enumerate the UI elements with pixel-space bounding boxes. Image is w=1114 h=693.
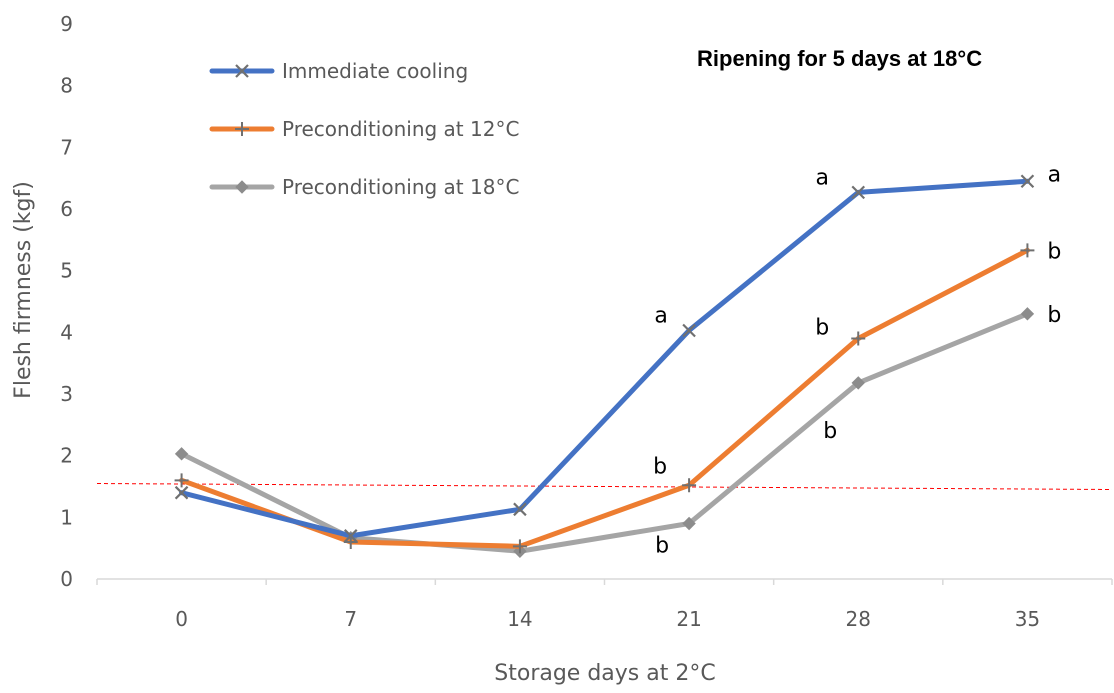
significance-letter: a [816, 165, 829, 190]
legend-item-3: Preconditioning at 18°C [209, 175, 519, 199]
series-marker-x [851, 185, 866, 200]
series-marker-x [682, 323, 696, 338]
legend-label: Preconditioning at 12°C [282, 117, 519, 141]
series-marker-plus [682, 478, 697, 493]
legend-label: Preconditioning at 18°C [282, 175, 519, 199]
legend-label: Immediate cooling [282, 59, 468, 83]
y-axis-title: Flesh firmness (kgf) [11, 181, 36, 399]
series-marker-diamond [235, 180, 249, 194]
series-line [179, 178, 1030, 539]
y-tick-label: 6 [60, 197, 73, 221]
series-layer [174, 174, 1035, 558]
series-marker-diamond [1020, 307, 1035, 321]
series-line [179, 247, 1030, 549]
series-marker-diamond [174, 447, 189, 461]
y-tick-label: 4 [60, 320, 73, 344]
significance-letter: b [1047, 239, 1061, 264]
reference-line [96, 483, 1113, 490]
significance-labels: a a a b b b b b b [653, 162, 1061, 558]
series-marker-plus [235, 122, 249, 136]
y-tick-label: 2 [60, 444, 73, 468]
series-marker-x [1020, 174, 1035, 189]
series-marker-plus [512, 539, 527, 554]
y-tick-label: 1 [60, 505, 73, 529]
significance-letter: a [1048, 162, 1061, 187]
y-tick-label: 0 [60, 567, 73, 591]
significance-letter: b [653, 454, 667, 479]
significance-letter: b [823, 419, 837, 444]
significance-letter: b [655, 534, 669, 559]
legend-item-1: Immediate cooling [209, 59, 468, 83]
series-marker-x [513, 502, 527, 517]
axes: 0 7 14 21 28 35 0 1 2 3 4 5 6 7 8 9 [60, 12, 1113, 631]
series-line [179, 311, 1030, 554]
series-marker-diamond [682, 516, 696, 531]
x-tick-label: 7 [344, 607, 357, 631]
series-marker-diamond [851, 376, 865, 390]
y-tick-label: 5 [60, 259, 73, 283]
series-marker-x [235, 64, 249, 78]
significance-letter: b [815, 316, 829, 341]
series-marker-x [343, 529, 358, 543]
series-3 [174, 307, 1035, 558]
x-tick-label: 21 [676, 607, 701, 631]
legend: Immediate cooling Preconditioning at 12°C… [209, 59, 519, 199]
x-tick-label: 0 [175, 607, 188, 631]
series-marker-x [174, 485, 189, 500]
series-marker-plus [1020, 243, 1035, 258]
x-tick-label: 14 [507, 607, 532, 631]
y-tick-label: 3 [60, 382, 73, 406]
x-tick-label: 35 [1015, 607, 1040, 631]
series-1 [174, 174, 1035, 543]
legend-item-2: Preconditioning at 12°C [209, 117, 519, 141]
y-tick-label: 8 [60, 74, 73, 98]
x-axis-title: Storage days at 2°C [494, 661, 715, 686]
x-tick-label: 28 [846, 607, 871, 631]
series-marker-plus [174, 473, 189, 488]
y-tick-label: 7 [60, 135, 73, 159]
series-2 [174, 243, 1035, 554]
reference-line-layer [96, 483, 1113, 490]
series-marker-plus [851, 331, 866, 346]
y-tick-label: 9 [60, 12, 73, 36]
chart-subtitle: Ripening for 5 days at 18°C [697, 46, 982, 71]
significance-letter: b [1047, 303, 1061, 328]
significance-letter: a [654, 303, 667, 328]
